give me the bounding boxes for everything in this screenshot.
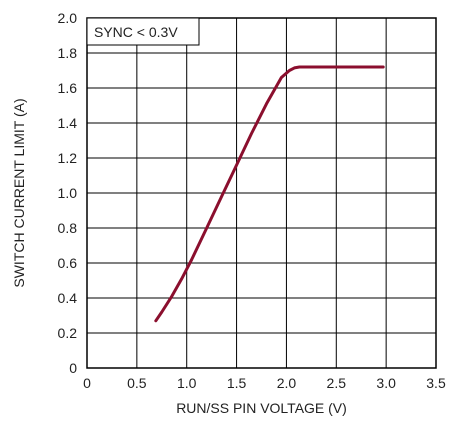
- x-tick-label: 3.5: [426, 375, 446, 391]
- x-tick-label: 1.0: [177, 375, 197, 391]
- y-tick-label: 0.8: [58, 220, 78, 236]
- series-layer: [154, 65, 385, 323]
- x-tick-label: 2.0: [277, 375, 297, 391]
- y-tick-label: 0: [69, 360, 77, 376]
- y-tick-label: 0.2: [58, 325, 78, 341]
- x-tick-labels: 0 0.5 1.0 1.5 2.0 2.5 3.0 3.5: [83, 375, 446, 391]
- x-tick-label: 2.5: [327, 375, 347, 391]
- y-tick-label: 1.8: [58, 45, 78, 61]
- y-tick-label: 0.4: [58, 290, 78, 306]
- y-tick-labels: 0 0.2 0.4 0.6 0.8 1.0 1.2 1.4 1.6 1.8 2.0: [58, 10, 78, 376]
- y-tick-label: 1.2: [58, 150, 78, 166]
- plot-area-frame: [86, 17, 437, 369]
- x-tick-label: 3.0: [376, 375, 396, 391]
- y-axis-label: SWITCH CURRENT LIMIT (A): [11, 98, 27, 287]
- y-tick-label: 1.0: [58, 185, 78, 201]
- annotation-box: [86, 17, 200, 46]
- series-line: [154, 65, 385, 323]
- grid-lines: [87, 18, 436, 368]
- y-tick-label: 1.4: [58, 115, 78, 131]
- annotation-text: SYNC < 0.3V: [94, 24, 178, 40]
- y-tick-label: 0.6: [58, 255, 78, 271]
- y-tick-label: 2.0: [58, 10, 78, 26]
- x-tick-label: 0: [83, 375, 91, 391]
- x-tick-label: 0.5: [127, 375, 147, 391]
- x-axis-label: RUN/SS PIN VOLTAGE (V): [176, 400, 347, 416]
- y-tick-label: 1.6: [58, 80, 78, 96]
- x-tick-label: 1.5: [227, 375, 247, 391]
